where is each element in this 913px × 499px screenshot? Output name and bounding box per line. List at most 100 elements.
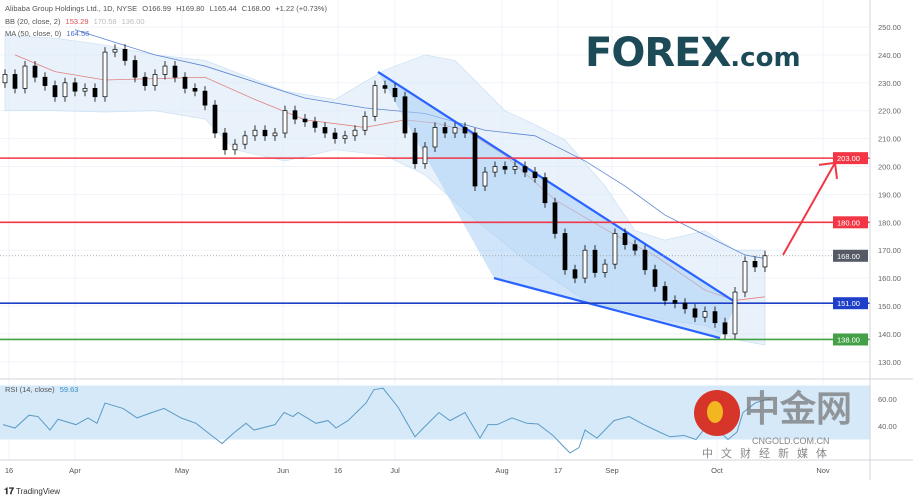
- watermark-tagline: 中文财经新媒体: [702, 448, 835, 460]
- price-label-box: [833, 216, 868, 229]
- candle: [692, 303, 698, 323]
- candle: [742, 256, 748, 298]
- rsi-label: RSI (14, close): [5, 385, 55, 394]
- candle-body: [172, 65, 178, 78]
- price-label-168.00: 168.00: [837, 252, 860, 261]
- candle-body: [762, 255, 768, 268]
- candle: [402, 91, 408, 139]
- rsi-tick-label: 40.00: [878, 422, 897, 431]
- ohlc-open: O166.99: [142, 4, 172, 13]
- candle: [32, 61, 38, 83]
- candle-body: [672, 300, 678, 304]
- candle: [62, 77, 68, 102]
- candle: [502, 161, 508, 175]
- forex-logo: FOREX.com: [585, 30, 801, 76]
- candle-body: [252, 129, 258, 137]
- candle: [422, 141, 428, 169]
- candle-body: [382, 85, 388, 89]
- candle: [72, 77, 78, 97]
- candle-body: [652, 269, 658, 287]
- time-tick-label: Sep: [605, 466, 618, 475]
- rsi-value: 59.63: [59, 385, 79, 394]
- time-tick-label: Aug: [495, 466, 508, 475]
- candle-body: [302, 118, 308, 123]
- time-tick-label: Nov: [816, 466, 830, 475]
- candle: [292, 105, 298, 125]
- candle-body: [612, 233, 618, 265]
- watermark-url: CNGOLD.COM.CN: [752, 436, 830, 446]
- candle: [132, 55, 138, 83]
- bb-legend[interactable]: BB (20, close, 2) 153.29 170.58 136.00: [5, 17, 148, 26]
- candle: [552, 197, 558, 239]
- candle: [352, 125, 358, 141]
- candle-body: [412, 132, 418, 165]
- candle-body: [702, 311, 708, 318]
- ohlc-high: H169.80: [176, 4, 205, 13]
- candle-body: [232, 143, 238, 151]
- candle: [262, 125, 268, 141]
- price-tick-label: 230.00: [878, 79, 901, 88]
- candle-body: [112, 48, 118, 53]
- time-tick-label: 16: [5, 466, 13, 475]
- candle-body: [62, 82, 68, 98]
- candle: [432, 122, 438, 152]
- candle-body: [242, 135, 248, 145]
- candle: [22, 61, 28, 94]
- candle-body: [282, 110, 288, 134]
- price-label-box: [833, 152, 868, 165]
- bb-basis-value: 153.29: [65, 17, 89, 26]
- candle: [542, 172, 548, 208]
- candle: [192, 83, 198, 97]
- candle-body: [142, 76, 148, 86]
- candle: [52, 80, 58, 102]
- candle-body: [422, 146, 428, 165]
- price-tick-label: 250.00: [878, 23, 901, 32]
- price-label-box: [833, 333, 868, 346]
- candle-body: [222, 132, 228, 151]
- cngold-logo-icon: [694, 390, 740, 436]
- price-label-151.00: 151.00: [837, 299, 860, 308]
- candle-body: [272, 132, 278, 137]
- candle-body: [352, 129, 358, 137]
- candle-body: [732, 291, 738, 335]
- symbol-name: Alibaba Group Holdings Ltd., 1D, NYSE: [5, 4, 138, 13]
- candle-body: [92, 88, 98, 98]
- projection-arrow-line: [782, 162, 836, 256]
- candle: [272, 127, 278, 141]
- time-tick-label: Jul: [390, 466, 400, 475]
- candle: [92, 83, 98, 102]
- price-tick-label: 130.00: [878, 358, 901, 367]
- candle-body: [152, 74, 158, 86]
- price-tick-label: 240.00: [878, 51, 901, 60]
- tradingview-logo[interactable]: 𝟏𝟕 TradingView: [4, 486, 61, 496]
- candle: [582, 245, 588, 284]
- candle: [532, 167, 538, 183]
- candle-body: [742, 261, 748, 293]
- candle: [332, 127, 338, 144]
- candle-body: [12, 74, 18, 89]
- candle: [312, 116, 318, 133]
- candle: [242, 130, 248, 150]
- candle: [482, 167, 488, 192]
- candle-body: [512, 166, 518, 170]
- candle-body: [552, 202, 558, 234]
- candle: [572, 264, 578, 284]
- ohlc-low: L165.44: [209, 4, 237, 13]
- ma-value: 164.56: [66, 29, 90, 38]
- price-tick-label: 180.00: [878, 218, 901, 227]
- candle: [2, 69, 8, 88]
- candle-body: [372, 85, 378, 117]
- candle-body: [632, 244, 638, 251]
- candle-body: [2, 74, 8, 84]
- candle: [112, 44, 118, 58]
- candle-body: [132, 60, 138, 78]
- bb-label: BB (20, close, 2): [5, 17, 61, 26]
- ma-legend[interactable]: MA (50, close, 0) 164.56: [5, 29, 92, 38]
- bb-lower-value: 136.00: [121, 17, 145, 26]
- candle: [362, 111, 368, 136]
- candle-body: [722, 322, 728, 335]
- price-label-box: [833, 297, 868, 310]
- rsi-legend[interactable]: RSI (14, close) 59.63: [5, 385, 81, 394]
- candle: [442, 122, 448, 139]
- candle: [392, 83, 398, 102]
